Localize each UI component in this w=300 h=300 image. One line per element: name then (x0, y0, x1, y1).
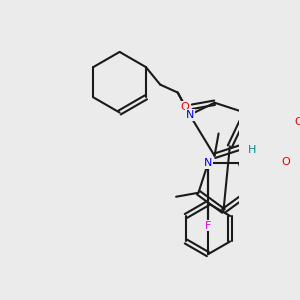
Text: O: O (281, 158, 290, 167)
Text: H: H (248, 145, 256, 155)
Text: O: O (294, 117, 300, 127)
Text: N: N (185, 110, 194, 120)
Text: O: O (180, 102, 189, 112)
Text: N: N (204, 158, 212, 168)
Text: F: F (205, 220, 211, 230)
